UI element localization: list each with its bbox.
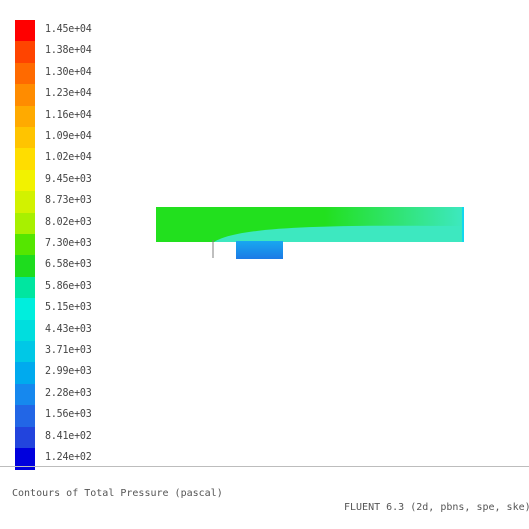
legend-swatch — [15, 84, 35, 107]
legend-tick-label: 1.30e+04 — [45, 66, 92, 79]
legend-swatch — [15, 212, 35, 235]
legend-swatch — [15, 448, 35, 470]
cavity-region — [236, 241, 283, 259]
solver-info: FLUENT 6.3 (2d, pbns, spe, ske) — [344, 502, 529, 513]
footer-divider — [0, 466, 529, 467]
legend-tick-label: 8.02e+03 — [45, 216, 92, 228]
legend-swatch — [15, 62, 35, 85]
legend-tick-label: 4.43e+03 — [45, 323, 92, 335]
legend-swatch — [15, 20, 35, 42]
legend-tick-label: 1.38e+04 — [45, 45, 92, 57]
expansion-region — [214, 225, 463, 242]
legend-swatch — [15, 127, 35, 149]
legend-tick-label: 2.28e+03 — [45, 387, 92, 400]
legend-tick-label: 5.86e+03 — [45, 280, 92, 293]
legend-swatch — [15, 362, 35, 385]
contour-plot — [156, 207, 464, 259]
legend-tick-label: 1.16e+04 — [45, 109, 92, 121]
legend-tick-label: 6.58e+03 — [45, 259, 92, 271]
legend-swatch — [15, 41, 35, 64]
legend-tick-label: 8.41e+02 — [45, 430, 92, 442]
legend-tick-label: 2.99e+03 — [45, 366, 92, 378]
legend-swatch — [15, 319, 35, 342]
color-legend: 1.45e+04 1.38e+04 1.30e+04 1.23e+04 1.16e+04… — [15, 20, 125, 470]
legend-tick-label: 1.09e+04 — [45, 130, 92, 143]
legend-tick-label: 7.30e+03 — [45, 237, 92, 250]
legend-swatch — [15, 234, 35, 256]
legend-tick-label: 1.56e+03 — [45, 408, 92, 421]
legend-tick-label: 8.73e+03 — [45, 194, 92, 207]
legend-tick-label: 3.71e+03 — [45, 344, 92, 357]
legend-swatch — [15, 105, 35, 128]
legend-tick-label: 1.23e+04 — [45, 87, 92, 100]
legend-swatch — [15, 426, 35, 449]
legend-swatch — [15, 405, 35, 428]
legend-tick-label: 5.15e+03 — [45, 301, 92, 314]
legend-swatch — [15, 298, 35, 321]
legend-tick-label: 9.45e+03 — [45, 173, 92, 186]
legend-swatch — [15, 383, 35, 406]
legend-swatch — [15, 169, 35, 192]
plot-caption: Contours of Total Pressure (pascal) — [12, 488, 223, 499]
legend-tick-label: 1.02e+04 — [45, 152, 92, 164]
legend-swatch — [15, 191, 35, 214]
legend-swatch — [15, 255, 35, 278]
legend-tick-label: 1.24e+02 — [45, 451, 92, 464]
legend-swatch — [15, 148, 35, 171]
legend-swatch — [15, 276, 35, 299]
legend-tick-label: 1.45e+04 — [45, 23, 92, 36]
legend-swatch — [15, 341, 35, 363]
